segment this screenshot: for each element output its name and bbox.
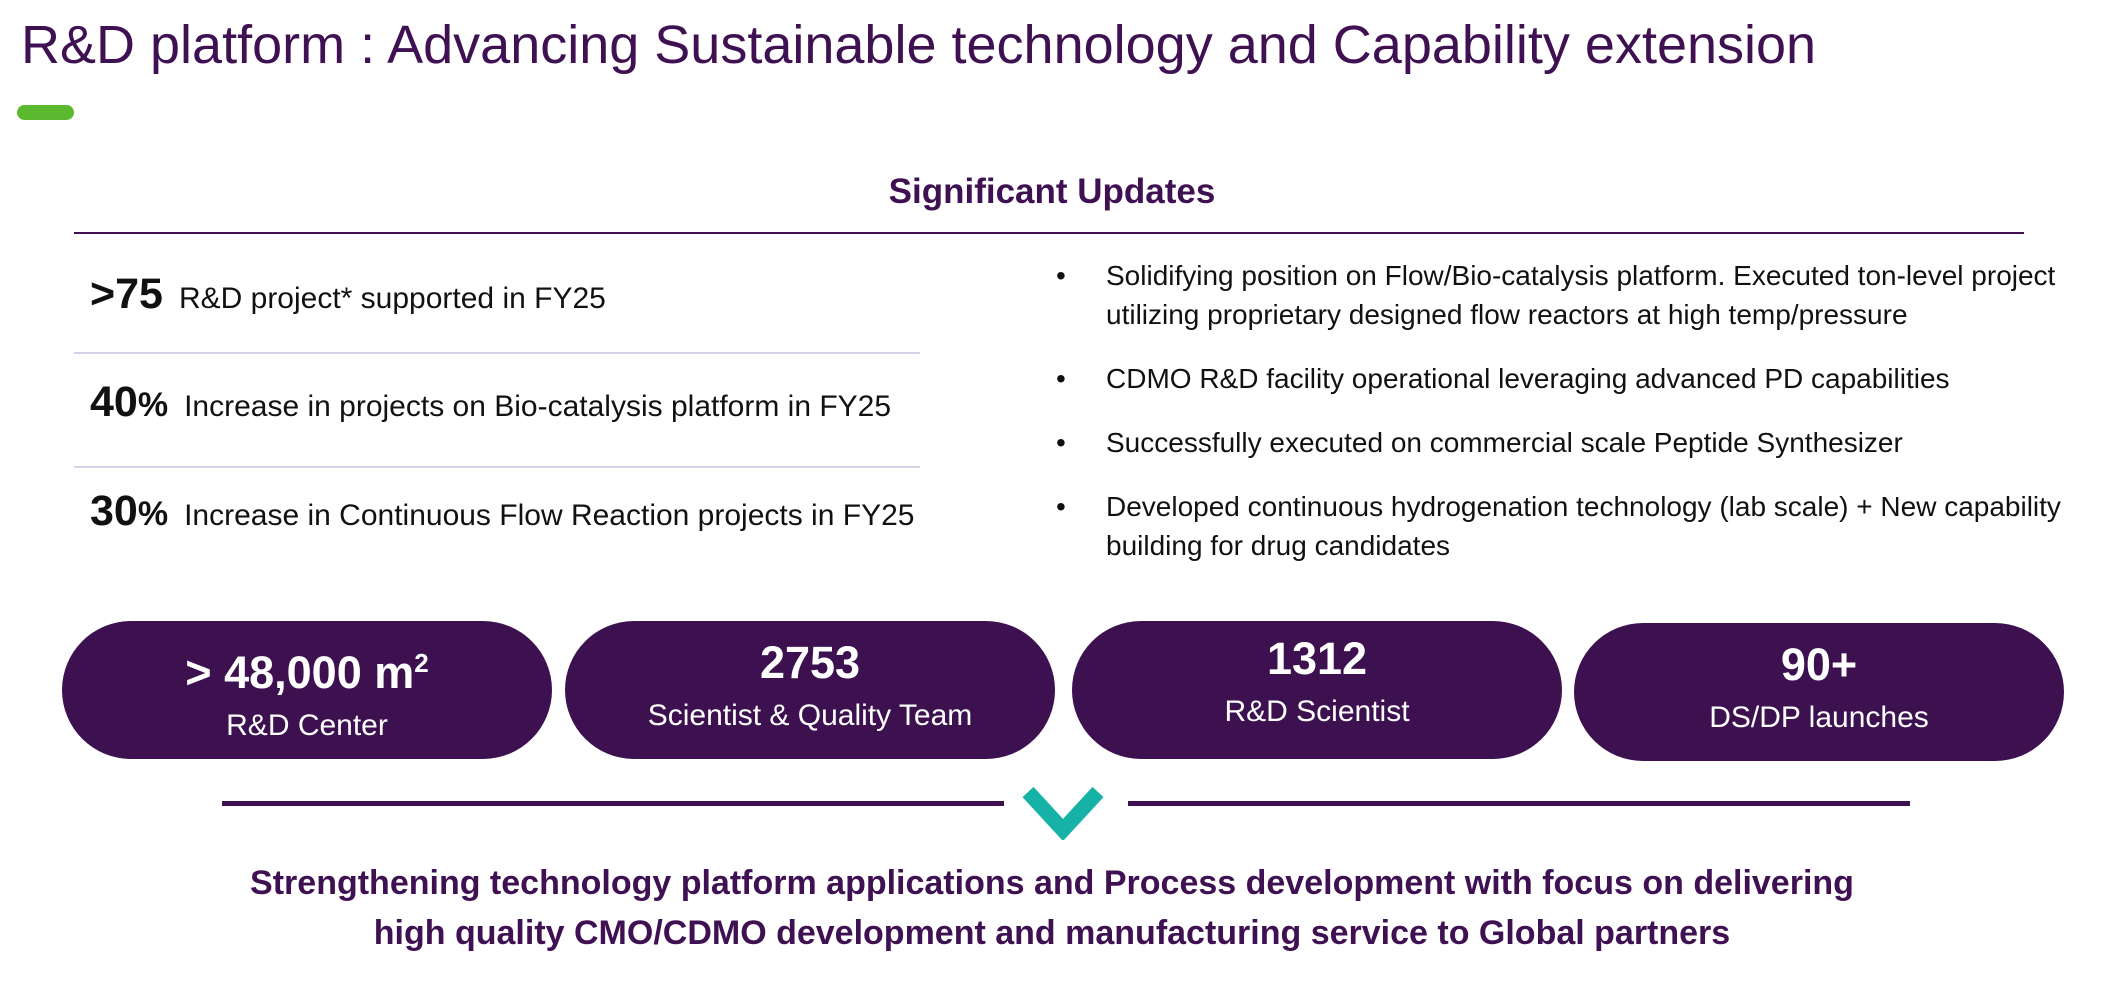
stat-text: Increase in projects on Bio-catalysis pl… (184, 390, 892, 423)
highlight-pill-rd-center: > 48,000 m2 R&D Center (62, 621, 552, 759)
stat-row: 30 % Increase in Continuous Flow Reactio… (90, 487, 914, 547)
stat-value: >75 (90, 270, 163, 318)
pill-value-text: > 48,000 m (185, 647, 415, 698)
pill-value: 1312 (1266, 633, 1368, 684)
updates-bullet-list: • Solidifying position on Flow/Bio-catal… (1046, 256, 2076, 590)
stat-row: >75 R&D project* supported in FY25 (90, 270, 606, 330)
stat-row: 40 % Increase in projects on Bio-catalys… (90, 378, 891, 438)
bullet-text: CDMO R&D facility operational leveraging… (1106, 363, 1950, 394)
pill-value: 2753 (759, 637, 861, 688)
section-heading: Significant Updates (888, 172, 1216, 211)
bullet-dot-icon: • (1056, 491, 1066, 522)
bullet-text: Developed continuous hydrogenation techn… (1106, 491, 2061, 561)
section-heading-rule (74, 232, 2024, 234)
pill-label: R&D Scientist (1224, 695, 1410, 728)
bullet-text: Solidifying position on Flow/Bio-catalys… (1106, 260, 2056, 330)
highlight-pill-launches: 90+ DS/DP launches (1574, 623, 2064, 761)
pill-label: DS/DP launches (1709, 701, 1929, 734)
stat-value: 30 (90, 487, 138, 535)
stat-text: Increase in Continuous Flow Reaction pro… (184, 499, 915, 532)
bullet-item: • Successfully executed on commercial sc… (1046, 423, 2076, 462)
conclusion-line: high quality CMO/CDMO development and ma… (373, 914, 1731, 952)
pill-value: > 48,000 m2 (62, 637, 552, 699)
pill-label: Scientist & Quality Team (647, 699, 973, 732)
bullet-dot-icon: • (1056, 427, 1066, 458)
conclusion-line: Strengthening technology platform applic… (250, 864, 1854, 902)
bullet-item: • Developed continuous hydrogenation tec… (1046, 487, 2076, 565)
conclusion-statement: Strengthening technology platform applic… (0, 858, 2104, 958)
bullet-dot-icon: • (1056, 363, 1066, 394)
highlight-pill-scientists: 1312 R&D Scientist (1072, 621, 1562, 759)
bullet-item: • CDMO R&D facility operational leveragi… (1046, 359, 2076, 398)
pill-label: R&D Center (226, 709, 388, 742)
title-accent-bar (17, 105, 74, 120)
bullet-item: • Solidifying position on Flow/Bio-catal… (1046, 256, 2076, 334)
stat-divider (74, 466, 920, 468)
stat-text: R&D project* supported in FY25 (178, 282, 606, 315)
bullet-text: Successfully executed on commercial scal… (1106, 427, 1903, 458)
connector-line-right (1128, 801, 1910, 806)
connector-line-left (222, 801, 1004, 806)
stat-unit: % (137, 386, 169, 424)
stat-value: 40 (90, 378, 138, 426)
stat-divider (74, 352, 920, 354)
pill-value: 90+ (1780, 639, 1858, 690)
chevron-down-icon (1022, 786, 1104, 840)
pill-superscript: 2 (414, 648, 429, 678)
bullet-dot-icon: • (1056, 260, 1066, 291)
highlight-pill-team: 2753 Scientist & Quality Team (565, 621, 1055, 759)
stat-unit: % (137, 495, 169, 533)
page-title: R&D platform : Advancing Sustainable tec… (21, 15, 1817, 75)
